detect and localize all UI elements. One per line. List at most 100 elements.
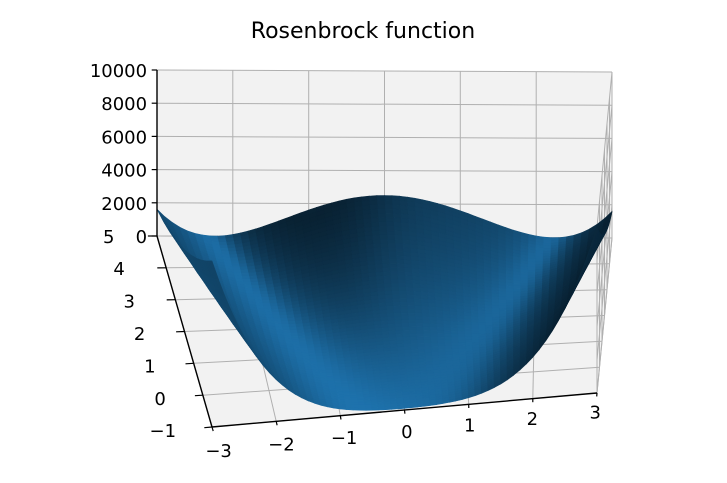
surface-patch xyxy=(332,370,339,373)
surface-patch xyxy=(415,306,422,310)
surface-patch xyxy=(280,315,288,318)
surface-patch xyxy=(300,342,308,345)
surface-patch xyxy=(387,310,394,314)
surface-patch xyxy=(452,340,459,343)
surface-patch xyxy=(394,310,401,314)
surface-patch xyxy=(387,231,395,235)
surface-patch xyxy=(411,344,418,347)
surface-patch xyxy=(384,276,392,280)
surface-patch xyxy=(432,353,439,356)
surface-patch xyxy=(402,317,409,321)
surface-patch xyxy=(371,214,379,219)
surface-patch xyxy=(387,222,395,227)
surface-patch xyxy=(396,331,403,335)
surface-patch xyxy=(479,320,486,323)
surface-patch xyxy=(372,407,379,410)
z-tick-label: 6000 xyxy=(101,127,147,148)
surface-patch xyxy=(391,272,399,276)
surface-patch xyxy=(341,379,348,382)
surface-patch xyxy=(398,272,406,276)
surface-patch xyxy=(390,260,398,264)
surface-patch xyxy=(514,283,521,286)
surface-patch xyxy=(325,365,332,368)
surface-patch xyxy=(414,302,421,306)
surface-patch xyxy=(404,405,411,408)
surface-patch xyxy=(458,331,465,334)
surface-patch xyxy=(409,324,416,328)
surface-patch xyxy=(422,310,429,314)
surface-patch xyxy=(465,319,472,322)
surface-patch xyxy=(377,196,385,201)
surface-patch xyxy=(381,244,389,248)
surface-patch xyxy=(324,362,331,365)
surface-patch xyxy=(220,245,228,248)
surface-patch xyxy=(308,351,315,354)
surface-patch xyxy=(395,320,402,324)
surface-patch xyxy=(392,200,400,205)
surface-patch xyxy=(272,309,280,312)
y-tick-label: 5 xyxy=(103,227,114,248)
surface-patch xyxy=(398,406,405,409)
surface-patch xyxy=(388,235,396,239)
surface-patch xyxy=(230,258,238,261)
surface-patch xyxy=(299,339,307,342)
surface-patch xyxy=(451,334,458,337)
surface-patch xyxy=(432,350,439,353)
surface-patch xyxy=(400,299,407,303)
y-axis-tick xyxy=(204,427,212,428)
surface-patch xyxy=(382,252,390,256)
surface-patch xyxy=(536,256,544,259)
surface-patch xyxy=(270,303,278,306)
surface-patch xyxy=(406,284,413,288)
surface-patch xyxy=(288,321,296,324)
surface-patch xyxy=(298,336,306,339)
surface-patch xyxy=(325,368,332,371)
surface-patch xyxy=(411,340,418,343)
surface-patch xyxy=(374,248,382,253)
surface-patch xyxy=(379,222,387,227)
surface-patch xyxy=(281,321,289,324)
surface-patch xyxy=(383,272,391,276)
surface-patch xyxy=(424,337,431,340)
surface-patch xyxy=(431,343,438,346)
surface-patch xyxy=(514,281,521,284)
surface-patch xyxy=(357,397,364,400)
surface-patch xyxy=(351,398,358,401)
surface-patch xyxy=(536,254,544,257)
surface-patch xyxy=(350,392,357,395)
surface-patch xyxy=(409,317,416,321)
surface-patch xyxy=(399,287,406,291)
surface-patch xyxy=(281,318,289,321)
surface-patch xyxy=(385,291,393,295)
y-axis-tick xyxy=(195,395,203,396)
surface-patch xyxy=(403,337,410,341)
surface-patch xyxy=(478,317,485,320)
surface-patch xyxy=(382,256,390,260)
surface-patch xyxy=(250,279,258,282)
surface-patch xyxy=(417,404,424,407)
surface-patch xyxy=(438,337,445,340)
surface-patch xyxy=(342,387,349,390)
surface-patch xyxy=(425,353,432,356)
surface-patch xyxy=(417,334,424,337)
surface-patch xyxy=(437,327,444,330)
surface-patch xyxy=(459,337,466,340)
surface-patch xyxy=(392,284,400,288)
surface-patch xyxy=(326,373,333,376)
surface-patch xyxy=(383,264,391,268)
surface-patch xyxy=(394,313,401,317)
surface-patch xyxy=(416,327,423,331)
surface-patch xyxy=(333,373,340,376)
z-tick-label: 8000 xyxy=(101,94,147,115)
surface-patch xyxy=(385,200,393,205)
surface-patch xyxy=(359,405,366,408)
surface-patch xyxy=(544,246,552,249)
surface-patch xyxy=(458,322,465,325)
surface-patch xyxy=(485,314,492,317)
surface-patch xyxy=(409,327,416,331)
surface-patch xyxy=(521,272,528,275)
surface-patch xyxy=(334,376,341,379)
surface-patch xyxy=(416,324,423,328)
surface-patch xyxy=(369,196,377,201)
surface-patch xyxy=(290,327,298,330)
